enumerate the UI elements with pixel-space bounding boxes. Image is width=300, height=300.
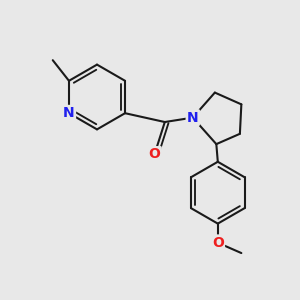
Text: O: O: [212, 236, 224, 250]
Text: O: O: [148, 147, 160, 161]
Text: N: N: [187, 111, 199, 124]
Text: N: N: [63, 106, 75, 120]
